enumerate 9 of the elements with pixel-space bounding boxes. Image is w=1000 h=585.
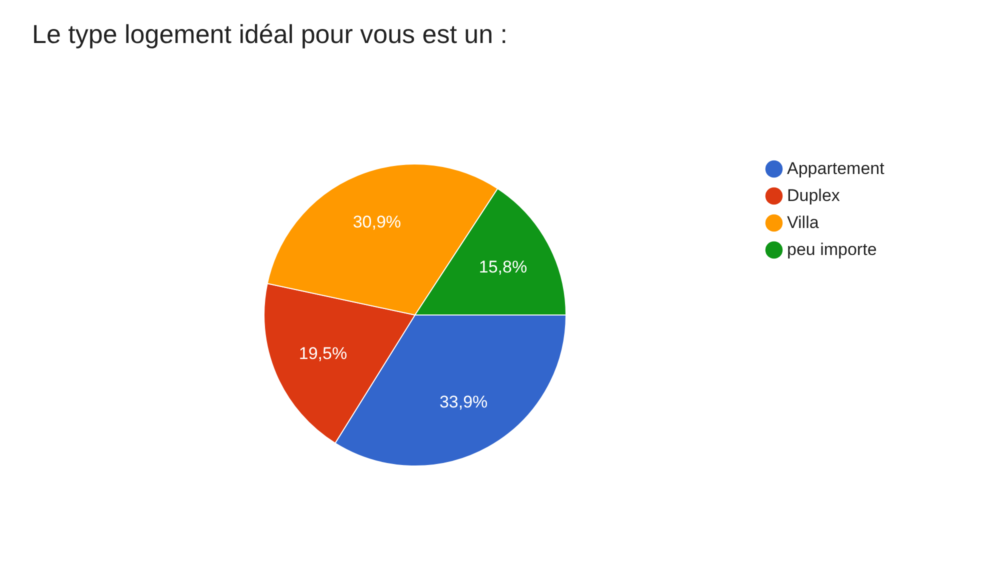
data-label: 33,9% (439, 392, 488, 412)
legend-label: peu importe (787, 240, 877, 259)
data-label: 30,9% (352, 212, 402, 232)
data-label: 19,5% (298, 344, 348, 364)
legend-label: Villa (787, 213, 820, 232)
data-label: 15,8% (478, 257, 528, 276)
legend-label: Appartement (787, 159, 885, 178)
legend-label: Duplex (787, 186, 840, 205)
chart-title: Le type logement idéal pour vous est un : (32, 19, 508, 49)
